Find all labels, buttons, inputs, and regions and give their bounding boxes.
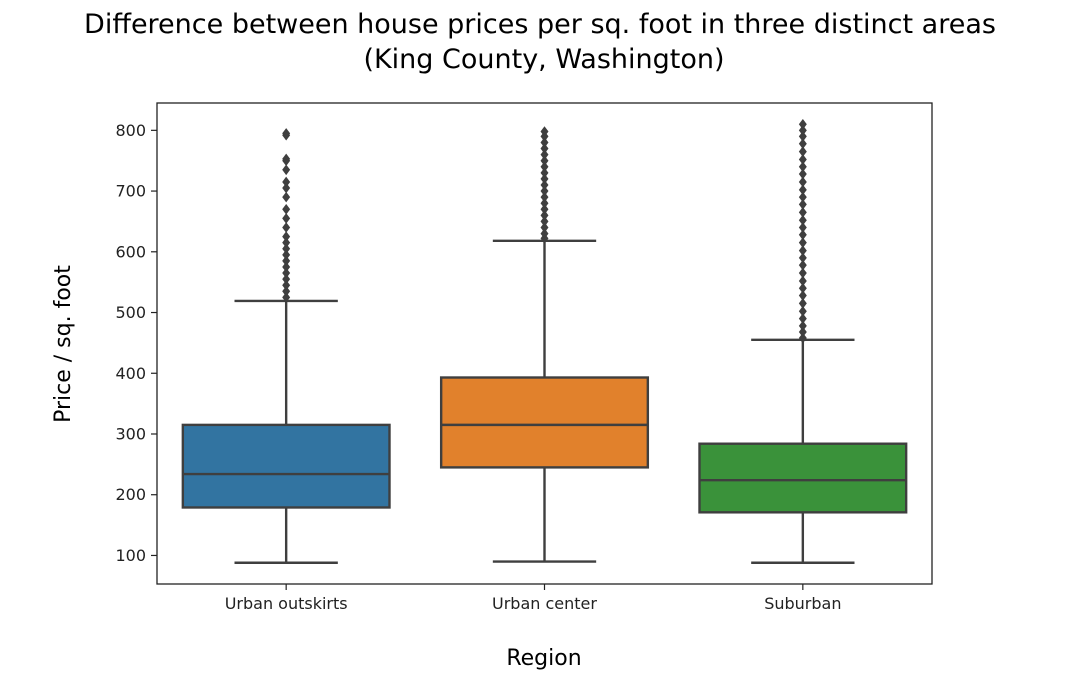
outlier-point [798, 199, 807, 210]
outlier-point [798, 229, 807, 241]
outlier-point [540, 143, 549, 154]
outlier-point [540, 185, 549, 197]
outlier-point [282, 267, 291, 279]
outlier-point [282, 176, 291, 188]
outlier-point [798, 252, 807, 264]
outlier-point [798, 275, 807, 287]
outlier-point [282, 285, 291, 297]
outlier-point [282, 203, 291, 215]
outlier-point [540, 228, 549, 239]
outlier-point [282, 153, 291, 165]
outlier-point [798, 306, 807, 317]
outlier-point [540, 222, 549, 233]
outlier-point [282, 237, 291, 248]
x-axis-label: Region [506, 646, 581, 671]
outlier-point [798, 138, 807, 149]
outlier-point [282, 182, 291, 194]
box-group-0: Urban outskirts [181, 128, 391, 613]
iqr-box [439, 376, 650, 469]
y-axis-label: Price / sq. foot [51, 265, 76, 423]
outlier-point [798, 154, 807, 165]
outlier-point [282, 255, 291, 267]
outlier-point [798, 168, 807, 180]
outlier-point [540, 155, 549, 166]
outlier-point [798, 267, 807, 279]
outlier-point [540, 137, 549, 148]
y-tick-label: 800 [115, 121, 146, 140]
y-tick-label: 200 [115, 485, 146, 504]
outlier-point [540, 161, 549, 173]
outlier-point [540, 149, 549, 160]
outlier-point [798, 313, 807, 324]
chart-subtitle: (King County, Washington) [363, 44, 724, 75]
outlier-point [540, 203, 549, 215]
y-tick-label: 500 [115, 303, 146, 322]
outlier-point [282, 249, 291, 261]
outlier-point [282, 231, 291, 242]
y-tick-label: 100 [115, 546, 146, 565]
iqr-box [181, 423, 391, 509]
outlier-point [540, 126, 549, 137]
outlier-point [540, 210, 549, 221]
outlier-point [798, 214, 807, 226]
chart-title: Difference between house prices per sq. … [84, 9, 996, 40]
outlier-point [798, 131, 807, 142]
outlier-point [282, 222, 291, 233]
outlier-point [798, 191, 807, 203]
outlier-point [798, 146, 807, 157]
outlier-point [798, 176, 807, 188]
outlier-point [798, 207, 807, 218]
x-tick-label: Urban outskirts [225, 594, 348, 613]
outlier-point [282, 292, 291, 303]
outlier-point [798, 259, 807, 271]
box-group-1: Urban center [439, 126, 650, 613]
outlier-point [282, 261, 291, 273]
outlier-point [282, 273, 291, 285]
outlier-point [798, 161, 807, 173]
box-group-2: Suburban [698, 118, 908, 613]
outlier-point [798, 326, 807, 338]
outlier-point [282, 164, 291, 176]
outlier-point [282, 191, 291, 203]
outlier-point [540, 167, 549, 179]
outlier-point [540, 179, 549, 191]
outlier-point [540, 191, 549, 203]
outlier-point [798, 282, 807, 294]
outlier-point [540, 197, 549, 209]
outlier-point [798, 290, 807, 301]
outlier-point [798, 222, 807, 233]
outlier-point [798, 237, 807, 248]
outlier-point [798, 332, 807, 344]
y-tick-label: 600 [115, 242, 146, 261]
outlier-point [798, 298, 807, 309]
iqr-box [698, 442, 908, 514]
x-tick-label: Urban center [492, 594, 597, 613]
outlier-point [798, 118, 807, 130]
outlier-point [798, 320, 807, 332]
y-tick-label: 700 [115, 182, 146, 201]
outlier-point [282, 213, 291, 224]
outlier-point [798, 125, 807, 136]
outlier-point [282, 279, 291, 291]
outlier-point [540, 173, 549, 185]
y-tick-label: 300 [115, 424, 146, 443]
outlier-point [798, 245, 807, 256]
outlier-point [798, 184, 807, 196]
x-tick-label: Suburban [764, 594, 841, 613]
outlier-point [540, 216, 549, 227]
outlier-point [282, 243, 291, 255]
outlier-point [282, 128, 291, 139]
y-tick-label: 400 [115, 364, 146, 383]
